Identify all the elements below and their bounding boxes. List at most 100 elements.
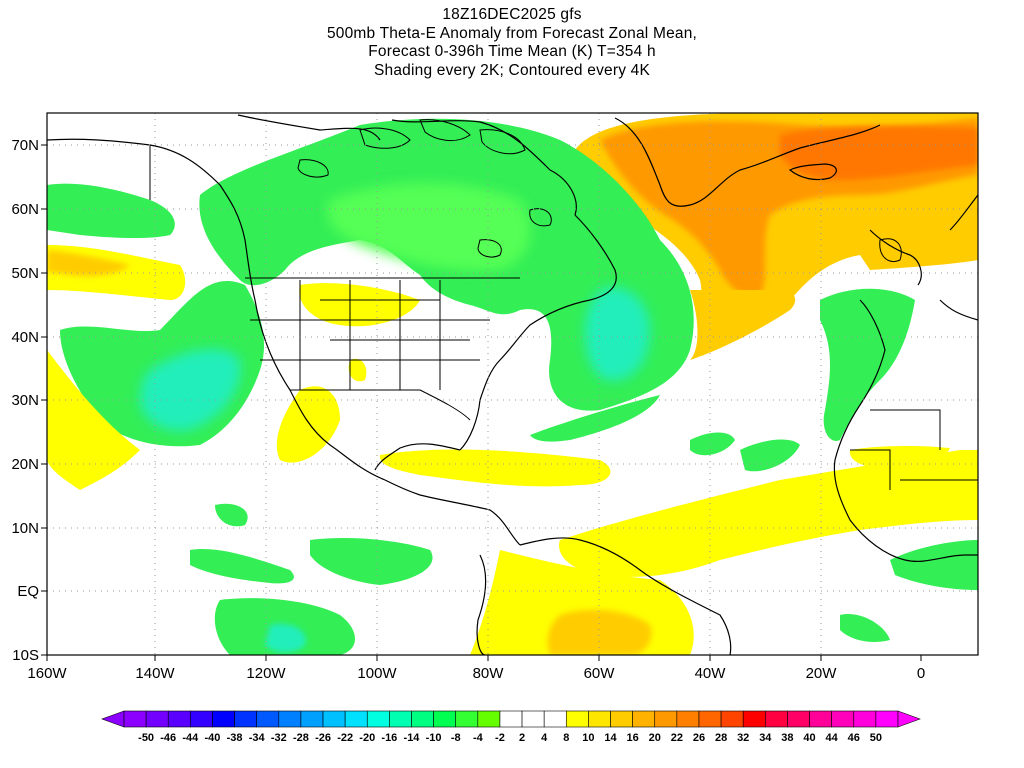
- colorbar-swatch: [742, 710, 766, 728]
- lon-label-80w: 80W: [473, 665, 505, 682]
- colorbar-label: 10: [582, 732, 594, 744]
- colorbar-swatch: [499, 710, 523, 728]
- colorbar-label: -10: [426, 732, 442, 744]
- lon-label-120w: 120W: [246, 665, 286, 682]
- lat-label-40n: 40N: [11, 329, 39, 346]
- lat-label-10s: 10S: [12, 647, 39, 664]
- lon-label-140w: 140W: [135, 665, 175, 682]
- colorbar-swatch: [411, 710, 434, 728]
- colorbar-swatch: [389, 710, 412, 728]
- colorbar-label: 20: [649, 732, 661, 744]
- colorbar-label: 22: [671, 732, 683, 744]
- anomaly-shading: [47, 113, 978, 655]
- cyan-east-pacific-core: [140, 349, 241, 431]
- longitude-labels: 160W 140W 120W 100W 80W 60W 40W 20W 0: [27, 665, 925, 682]
- colorbar-swatch: [433, 710, 457, 728]
- green-south-atlantic: [840, 614, 890, 642]
- yellow-mexico-gulf: [348, 358, 367, 382]
- colorbar-swatch: [145, 710, 169, 728]
- deep-orange-greenland: [780, 126, 978, 180]
- lon-label-100w: 100W: [357, 665, 397, 682]
- colorbar-swatch: [477, 710, 501, 728]
- colorbar-swatch: [765, 710, 788, 728]
- yellow-pacific-west: [47, 350, 140, 490]
- colorbar-swatch: [809, 710, 832, 728]
- lat-label-20n: 20N: [11, 456, 39, 473]
- green-atlantic-band: [530, 395, 660, 442]
- colorbar-swatch: [787, 710, 810, 728]
- green-iberia-africa: [820, 288, 915, 441]
- title-line-2: 500mb Theta-E Anomaly from Forecast Zona…: [326, 24, 698, 42]
- colorbar-label: -40: [205, 732, 221, 744]
- colorbar-swatch: [300, 710, 324, 728]
- colorbar-swatch: [698, 710, 722, 728]
- orange-south-america-core: [547, 609, 652, 655]
- green-alaska: [47, 183, 175, 239]
- colorbar-label: -20: [359, 732, 375, 744]
- colorbar-swatch: [654, 710, 678, 728]
- green-atlantic-blob-2: [740, 439, 800, 472]
- colorbar-swatch: [875, 710, 899, 728]
- grid-lines: [47, 113, 978, 655]
- colorbar-label: 38: [781, 732, 793, 744]
- colorbar-label: 46: [848, 732, 860, 744]
- colorbar-label: 28: [715, 732, 727, 744]
- colorbar-label: -14: [404, 732, 421, 744]
- lon-label-20w: 20W: [806, 665, 838, 682]
- colorbar-swatch: [455, 710, 479, 728]
- yellow-central-us: [299, 283, 420, 327]
- colorbar-label: 14: [604, 732, 617, 744]
- title-block: 18Z16DEC2025 gfs 500mb Theta-E Anomaly f…: [0, 6, 1024, 80]
- lon-label-60w: 60W: [584, 665, 616, 682]
- colorbar-label: -50: [138, 732, 154, 744]
- lon-label-160w: 160W: [27, 665, 67, 682]
- cyan-atlantic-core: [585, 287, 650, 381]
- colorbar-swatch: [212, 710, 235, 728]
- colorbar-label: 2: [519, 732, 525, 744]
- colorbar-arrow-high: [897, 710, 921, 728]
- colorbar-swatch: [256, 710, 280, 728]
- colorbar-label: -4: [473, 732, 484, 744]
- lon-label-40w: 40W: [695, 665, 727, 682]
- light-green-canada-center: [326, 183, 531, 271]
- colorbar-label: -44: [182, 732, 199, 744]
- latitude-labels: 70N 60N 50N 40N 30N 20N 10N EQ 10S: [11, 137, 39, 664]
- colorbar-swatch: [234, 710, 257, 728]
- colorbar-swatch: [322, 710, 346, 728]
- map-frame: [46, 112, 979, 656]
- colorbar-swatch: [588, 710, 611, 728]
- colorbar-label: -34: [249, 732, 266, 744]
- tick-marks: [41, 144, 922, 661]
- lat-label-60n: 60N: [11, 201, 39, 218]
- colorbar-label: -8: [451, 732, 461, 744]
- colorbar-label: -22: [337, 732, 353, 744]
- lat-label-eq: EQ: [17, 583, 39, 600]
- lat-label-50n: 50N: [11, 265, 39, 282]
- yellow-sahel: [849, 445, 950, 470]
- colorbar-swatch: [366, 710, 390, 728]
- colorbar-label: -28: [293, 732, 309, 744]
- colorbar-label: 8: [563, 732, 569, 744]
- colorbar-swatch: [565, 710, 589, 728]
- colorbar-label: 32: [737, 732, 749, 744]
- colorbar: -50 -46 -44 -40 -38 -34 -32 -28 -26 -22 -20 -16 -14-…: [101, 710, 921, 744]
- colorbar-swatch: [831, 710, 855, 728]
- colorbar-label: 4: [541, 732, 548, 744]
- coastlines: [47, 114, 978, 655]
- colorbar-label: -38: [227, 732, 243, 744]
- colorbar-swatch: [521, 710, 545, 728]
- yellow-southwest-us: [276, 386, 340, 463]
- lon-label-0: 0: [917, 665, 925, 682]
- colorbar-label: 16: [627, 732, 639, 744]
- title-line-3: Forecast 0-396h Time Mean (K) T=354 h: [368, 43, 656, 60]
- yellow-tropical-atlantic: [559, 450, 978, 577]
- cyan-tropical-pacific: [265, 623, 306, 653]
- orange-mid-atlantic: [690, 290, 796, 360]
- green-atlantic-blob-1: [690, 432, 735, 456]
- title-line-1: 18Z16DEC2025 gfs: [442, 6, 582, 23]
- arctic-islands: [297, 119, 902, 263]
- title-line-4: Shading every 2K; Contoured every 4K: [373, 61, 651, 79]
- colorbar-swatch: [123, 710, 147, 728]
- colorbar-arrow-low: [101, 710, 125, 728]
